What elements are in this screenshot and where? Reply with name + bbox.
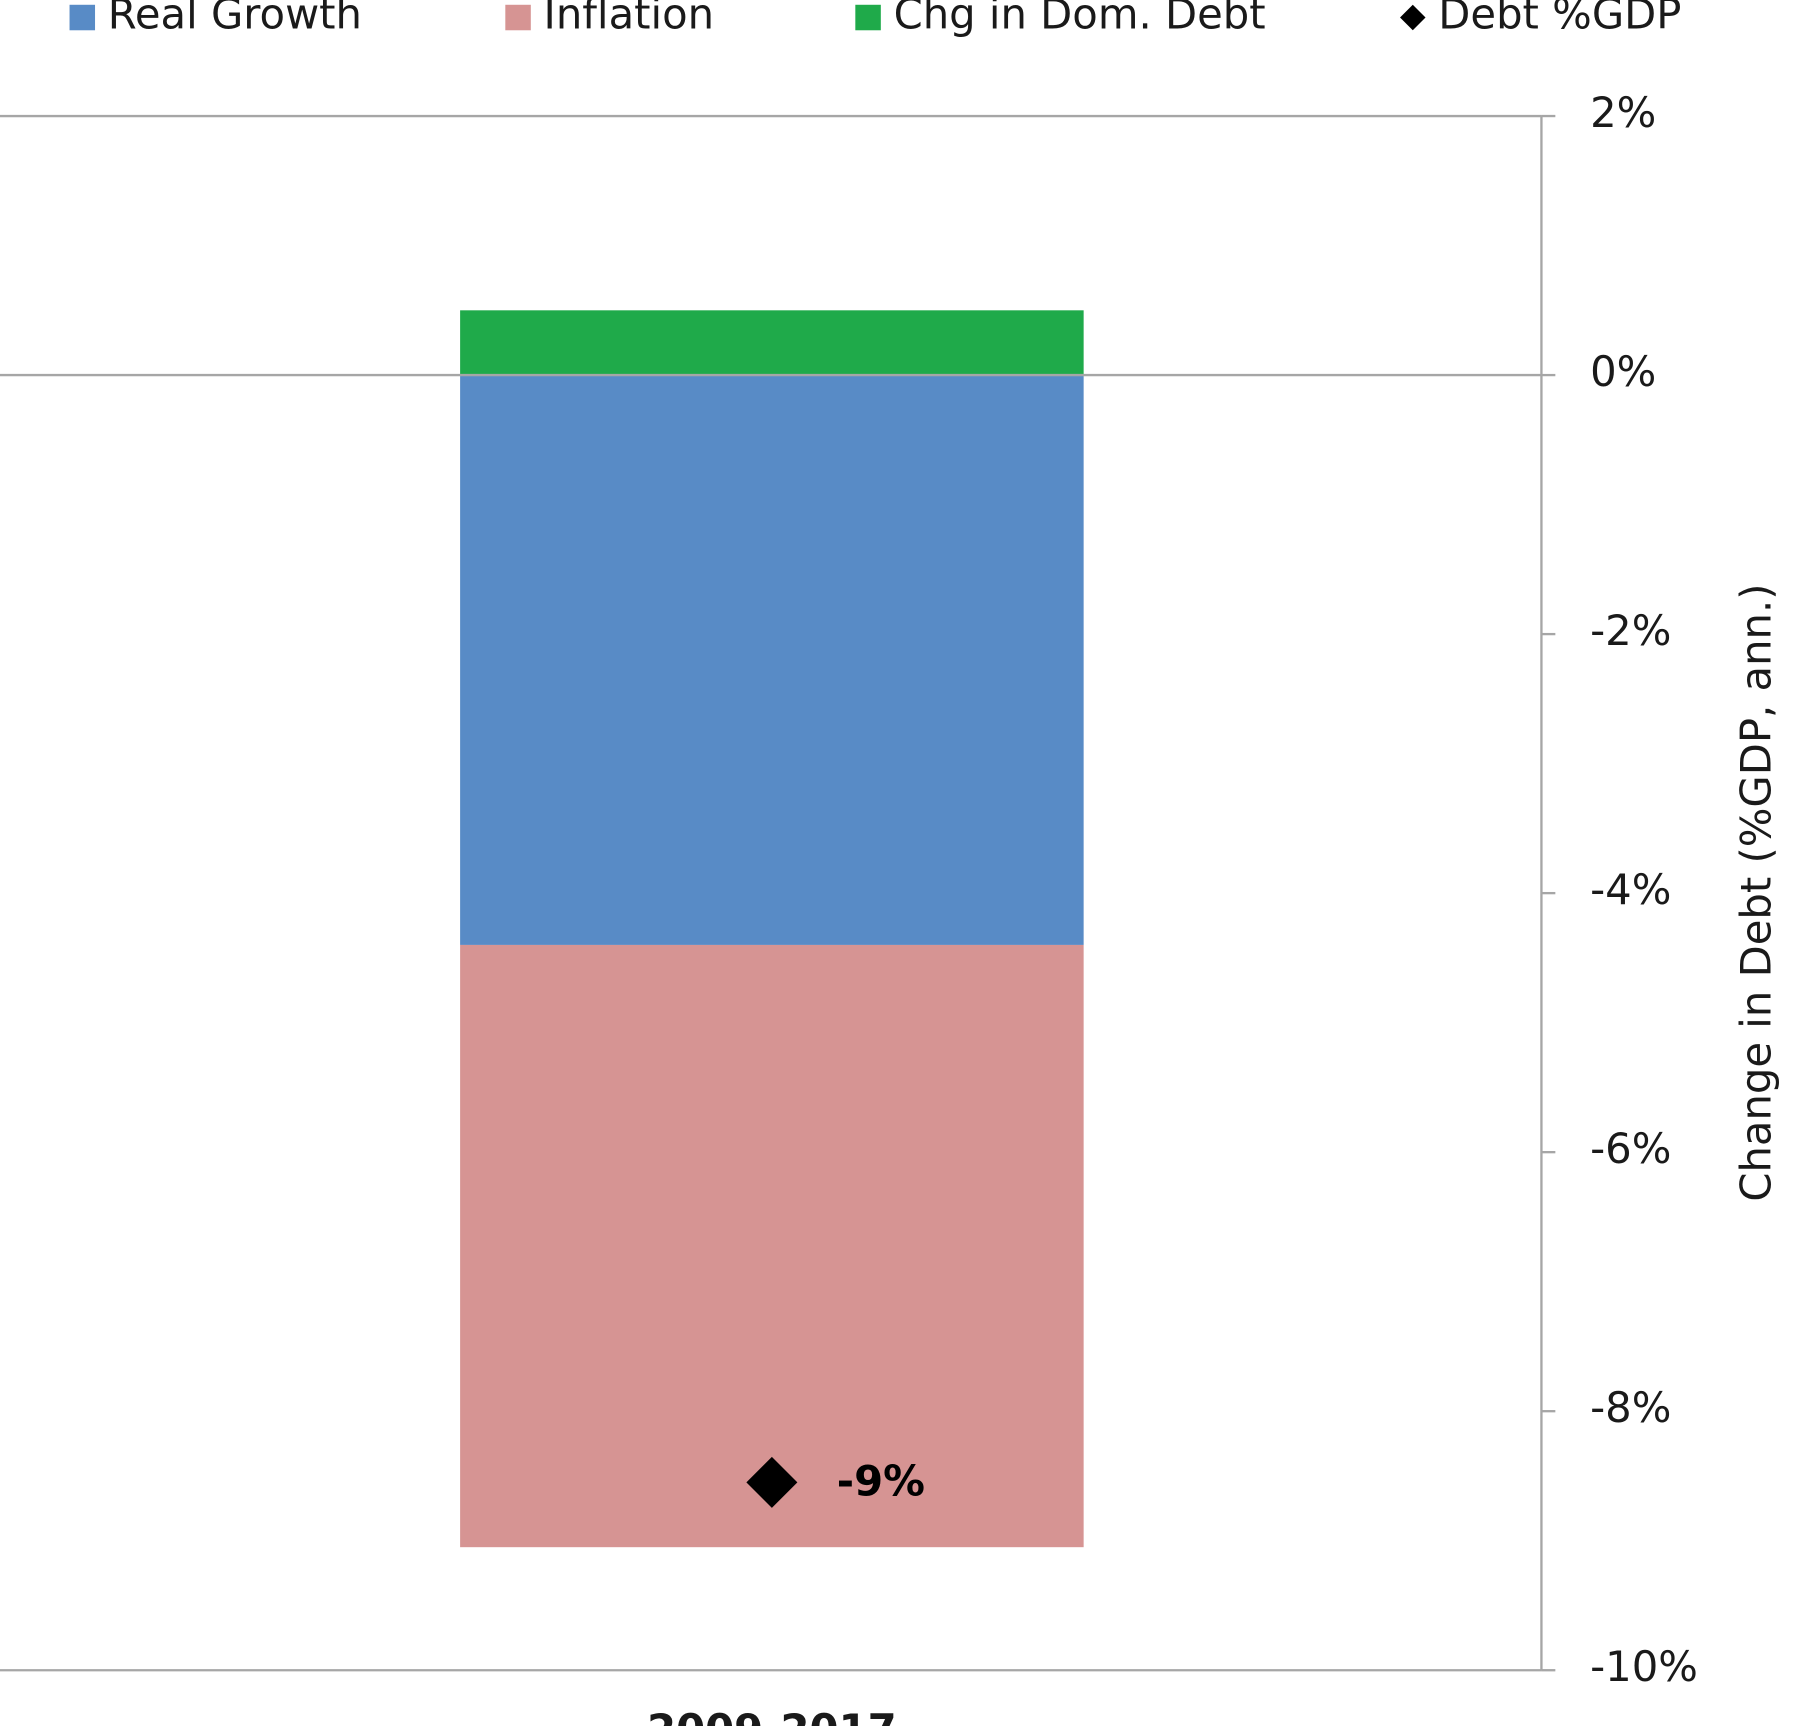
legend-swatch xyxy=(69,4,96,31)
y-tick-label: -2% xyxy=(1590,606,1671,655)
y-tick-label: 0% xyxy=(1590,347,1656,396)
legend-label: Inflation xyxy=(544,0,715,39)
legend-swatch xyxy=(855,4,881,31)
y-tick-label: -4% xyxy=(1590,865,1671,914)
bar-segment xyxy=(460,310,1084,376)
legend-label: Chg in Dom. Debt xyxy=(894,0,1266,39)
legend-label: Real Growth xyxy=(108,0,362,39)
legend-swatch xyxy=(505,4,531,31)
y-tick-label: -10% xyxy=(1590,1642,1698,1691)
y-tick-label: -8% xyxy=(1590,1383,1671,1432)
y-tick-label: 2% xyxy=(1590,88,1656,137)
value-label: -9% xyxy=(837,1457,925,1506)
bar-segment xyxy=(460,944,1084,1548)
bar-segment xyxy=(460,375,1084,945)
y-tick-label: -6% xyxy=(1590,1124,1671,1173)
y-axis-title: Change in Debt (%GDP, ann.) xyxy=(1731,583,1780,1201)
x-tick-label: 2009-2017 xyxy=(647,1705,897,1726)
legend-marker xyxy=(1400,4,1426,31)
marker xyxy=(746,1456,798,1508)
legend-label: Debt %GDP xyxy=(1438,0,1681,39)
